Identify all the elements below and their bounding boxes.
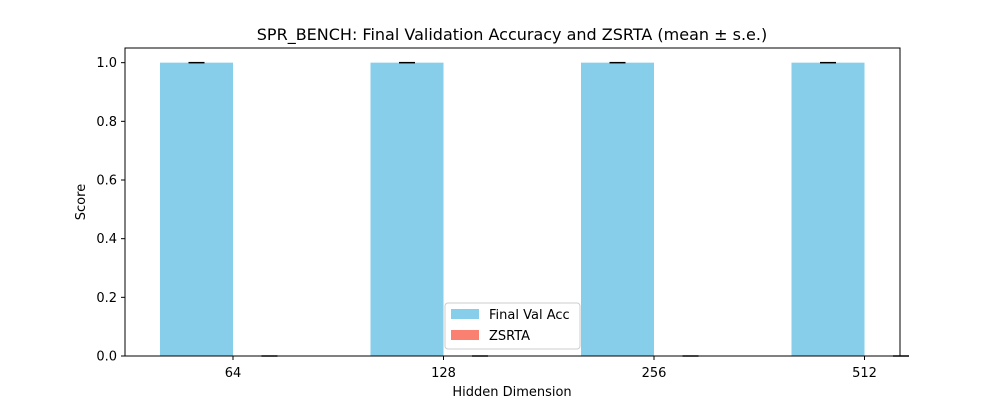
bar-final-val-acc-64 bbox=[160, 62, 233, 357]
bar-final-val-acc-256 bbox=[581, 62, 654, 357]
x-axis: 64 128 256 512 bbox=[225, 356, 877, 381]
y-tick-label-0.6: 0.6 bbox=[96, 174, 117, 189]
legend: Final Val Acc ZSRTA bbox=[444, 302, 581, 350]
bars-layer bbox=[160, 62, 865, 357]
y-tick-label-0.8: 0.8 bbox=[96, 115, 117, 130]
y-tick-label-1.0: 1.0 bbox=[96, 56, 117, 71]
x-tick-label-64: 64 bbox=[225, 366, 242, 381]
plot-area-frame bbox=[124, 47, 901, 357]
y-tick-label-0.0: 0.0 bbox=[96, 350, 117, 365]
x-axis-label: Hidden Dimension bbox=[452, 385, 571, 400]
legend-swatch-zsrta bbox=[451, 330, 479, 340]
legend-label-zsrta: ZSRTA bbox=[489, 329, 530, 344]
bar-final-val-acc-512 bbox=[791, 62, 865, 357]
chart-title: SPR_BENCH: Final Validation Accuracy and… bbox=[257, 25, 767, 45]
x-tick-label-128: 128 bbox=[431, 366, 456, 381]
legend-swatch-final-val-acc bbox=[451, 309, 479, 319]
y-tick-label-0.4: 0.4 bbox=[96, 232, 117, 247]
bar-final-val-acc-128 bbox=[370, 62, 444, 357]
y-tick-label-0.2: 0.2 bbox=[96, 291, 117, 306]
x-tick-label-256: 256 bbox=[642, 366, 667, 381]
y-axis: 0.0 0.2 0.4 0.6 0.8 1.0 bbox=[96, 56, 125, 365]
x-tick-label-512: 512 bbox=[852, 366, 877, 381]
y-axis-label: Score bbox=[74, 184, 89, 220]
legend-label-final-val-acc: Final Val Acc bbox=[489, 308, 570, 323]
